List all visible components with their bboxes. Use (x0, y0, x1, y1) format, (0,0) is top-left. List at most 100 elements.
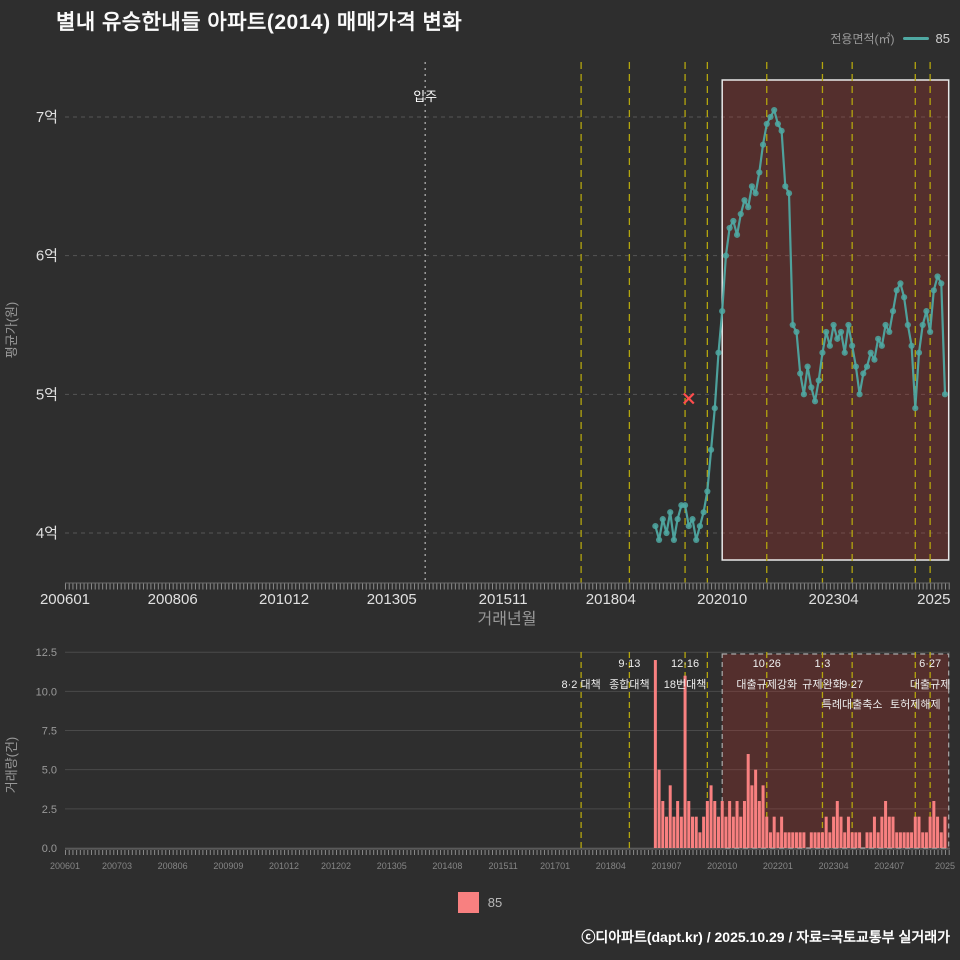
price-point (707, 446, 715, 453)
volume-bar (791, 832, 795, 848)
volume-bar (672, 816, 676, 848)
volume-x-tick: 2025 (935, 861, 955, 871)
price-point (852, 363, 859, 370)
volume-x-tick: 201701 (540, 861, 570, 871)
price-point (737, 210, 744, 218)
volume-x-tick: 202010 (707, 861, 737, 871)
price-point (904, 321, 911, 329)
price-x-tick: 201511 (479, 591, 528, 608)
volume-bar (913, 816, 917, 848)
volume-x-tick: 201202 (321, 861, 351, 871)
price-x-tick: 202010 (697, 591, 747, 608)
price-point (901, 294, 908, 301)
volume-bar (780, 816, 784, 848)
volume-x-tick: 201012 (269, 861, 299, 871)
volume-bar (716, 816, 720, 848)
volume-x-tick: 202304 (819, 861, 849, 871)
volume-bar (690, 816, 694, 848)
volume-bar (735, 801, 739, 848)
volume-bar (939, 832, 943, 848)
volume-x-tick: 201804 (596, 861, 626, 871)
price-point (849, 342, 856, 349)
volume-bar (832, 816, 836, 848)
volume-bar (809, 832, 813, 848)
policy-annotation: 규제완화 (802, 678, 842, 691)
volume-bar (742, 801, 746, 848)
price-point (923, 308, 930, 315)
price-point (785, 190, 793, 197)
volume-bar (668, 785, 672, 848)
volume-bar (787, 832, 791, 848)
volume-bar (880, 816, 884, 848)
price-y-tick: 6억 (36, 248, 58, 265)
volume-bar (761, 785, 765, 848)
series-line-swatch (902, 37, 929, 40)
price-point (774, 120, 781, 128)
price-point (685, 522, 692, 530)
price-point (841, 349, 848, 356)
price-point (845, 321, 852, 329)
price-x-tick: 201305 (367, 591, 417, 608)
price-point (741, 197, 748, 204)
policy-annotation: 9·27 (841, 679, 863, 691)
volume-bar (917, 816, 921, 848)
top-legend-series-85[interactable]: 85 (902, 31, 950, 46)
volume-bar (750, 785, 754, 848)
volume-y-tick: 2.5 (42, 804, 57, 816)
price-point (863, 363, 871, 370)
volume-y-tick: 5.0 (42, 765, 57, 777)
price-point (875, 335, 882, 342)
price-point (797, 370, 804, 377)
bottom-legend[interactable]: 85 (0, 892, 960, 913)
price-point (715, 349, 722, 356)
volume-bar (724, 816, 728, 848)
price-point (655, 536, 663, 544)
price-point (823, 328, 830, 336)
price-point (893, 287, 900, 294)
policy-annotation: 1·3 (814, 658, 830, 670)
policy-annotation: 토허제해제 (890, 697, 941, 711)
volume-bar (898, 832, 902, 848)
price-point (704, 488, 711, 495)
top-legend: 전용면적(㎡) 85 (830, 30, 950, 47)
policy-annotation: 특례대출축소 (822, 698, 883, 711)
price-point (878, 342, 885, 349)
volume-bar (728, 801, 732, 848)
volume-bar (820, 832, 824, 848)
price-point (912, 405, 919, 412)
price-point (674, 516, 681, 523)
volume-bar (665, 816, 669, 848)
price-point (759, 141, 767, 148)
price-point (819, 349, 826, 356)
price-point (930, 287, 937, 294)
policy-annotation: 대출규제강화 (736, 678, 797, 691)
price-point (700, 509, 707, 516)
volume-y-tick: 12.5 (36, 647, 57, 659)
price-point (815, 377, 822, 384)
policy-annotation: 종합대책 (609, 678, 649, 691)
volume-bar (794, 832, 798, 848)
volume-bar (776, 832, 780, 848)
price-point (730, 217, 737, 225)
price-point (919, 321, 926, 329)
volume-bar (895, 832, 899, 848)
volume-bar (817, 832, 821, 848)
volume-bar (869, 832, 873, 848)
price-point (804, 363, 811, 370)
volume-bar (902, 832, 906, 848)
price-x-tick: 200601 (40, 591, 90, 608)
price-point (927, 328, 934, 336)
volume-bar (839, 816, 843, 848)
top-legend-label: 전용면적(㎡) (830, 32, 895, 46)
price-point (934, 273, 941, 280)
volume-bar (798, 832, 802, 848)
volume-x-tick: 200601 (50, 861, 80, 871)
volume-bar (783, 832, 787, 848)
price-point (915, 349, 923, 356)
volume-bar (772, 816, 776, 848)
volume-bar (698, 832, 702, 848)
volume-bar (687, 801, 691, 848)
volume-bar (754, 769, 758, 848)
volume-bar (910, 832, 914, 848)
